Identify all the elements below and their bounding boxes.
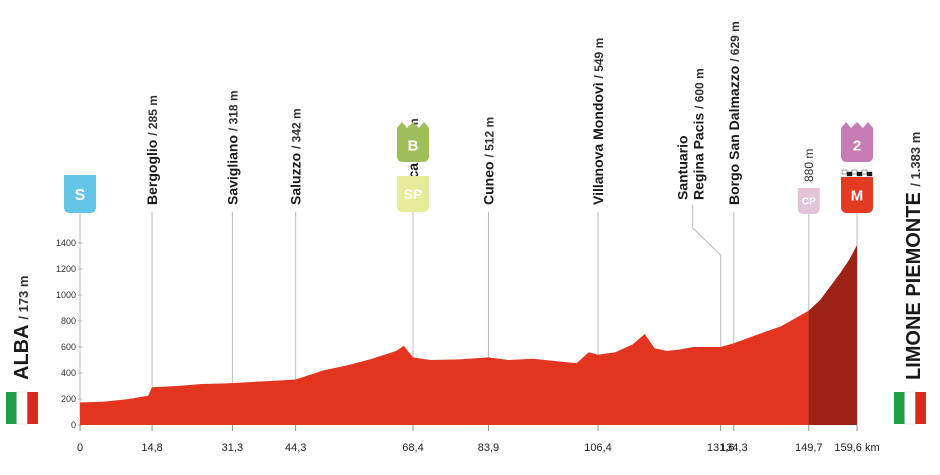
x-tick-label: 0	[77, 442, 83, 454]
start-finish: ALBA / 173 m LIMONE PIEMONTE / 1.383 m	[6, 132, 926, 425]
finish-flag-square	[851, 169, 858, 175]
elevation-profile	[80, 245, 857, 425]
checkpoint-altitude: / 318 m	[226, 90, 240, 131]
badge-label: 2	[853, 137, 861, 154]
italian-flag-green	[6, 392, 17, 424]
checkpoint-guide-line	[692, 205, 722, 425]
badge-label: M	[851, 187, 864, 204]
finish-flag-square	[861, 169, 868, 175]
italian-flag-green	[894, 392, 905, 424]
final-climb-segment	[808, 245, 857, 425]
badge-label: B	[408, 137, 419, 154]
start-altitude: / 173 m	[16, 276, 31, 320]
badge-shape	[841, 128, 873, 162]
badge-shape	[397, 176, 429, 212]
checkpoint-label: Regina Pacis / 600 m	[691, 68, 707, 200]
italian-flag-red	[915, 392, 926, 424]
italian-flag-white	[16, 391, 28, 425]
badge-shape	[797, 188, 820, 214]
checkpoint-altitude: / 512 m	[482, 117, 496, 158]
x-tick-label: 31,3	[222, 442, 243, 454]
x-tick-label: 83,9	[478, 442, 499, 454]
y-axis: 0 200 400 600 800 1000 1200 1400	[56, 238, 82, 430]
y-tick-label: 400	[61, 368, 76, 378]
finish-flag-square	[846, 171, 853, 177]
finish-altitude: / 1.383 m	[908, 132, 923, 187]
checkpoint-label: Saluzzo / 342 m	[288, 108, 304, 205]
badge-shape	[841, 177, 873, 213]
x-tick-label: 131,6	[707, 442, 735, 454]
x-tick-label: 44,3	[285, 442, 306, 454]
italian-flag-white	[904, 391, 916, 425]
badge-shape	[397, 128, 429, 162]
badge-crown	[841, 122, 873, 128]
checkpoint-altitude: / 549 m	[592, 38, 606, 79]
y-tick-label: 0	[71, 420, 76, 430]
checkpoint-altitude: / 629 m	[728, 21, 742, 62]
checkpoint-label: Santuario	[675, 135, 691, 200]
y-tick-label: 200	[61, 394, 76, 404]
x-tick-label: 106,4	[584, 442, 612, 454]
badge-label: SP	[404, 186, 423, 202]
y-tick-label: 1400	[56, 238, 76, 248]
y-tick-label: 1000	[56, 290, 76, 300]
elevation-area	[80, 245, 857, 425]
x-tick-label: 14,8	[141, 442, 162, 454]
x-tick-label: 68,4	[402, 442, 423, 454]
x-tick-label: 149,7	[795, 442, 823, 454]
italian-flag-red	[27, 392, 38, 424]
checkpoint-altitude: / 342 m	[290, 108, 304, 149]
y-tick-label: 800	[61, 316, 76, 326]
checkpoint-altitude: / 600 m	[693, 68, 707, 109]
finish-flag-square	[841, 169, 848, 175]
checkpoint-altitude: / 285 m	[146, 95, 160, 136]
finish-flag-square	[856, 171, 863, 177]
badge-shape	[64, 175, 96, 213]
badge-label: S	[75, 187, 86, 204]
x-tick-label: 159,6 km	[834, 442, 879, 454]
y-tick-label: 600	[61, 342, 76, 352]
checkpoint-labels: Bergoglio / 285 m Savigliano / 318 m Saluz…	[144, 21, 816, 205]
y-tick-label: 1200	[56, 264, 76, 274]
badge-crown	[397, 122, 429, 128]
finish-name: LIMONE PIEMONTE / 1.383 m	[903, 132, 925, 380]
finish-flag-square	[866, 171, 873, 177]
x-tick-label: 134,3	[720, 442, 748, 454]
checkpoint-label: Savigliano / 318 m	[224, 90, 240, 205]
checkpoint-label: Villanova Mondovì / 549 m	[590, 38, 606, 205]
checkpoint-altitude: 880 m	[802, 149, 816, 182]
checkpoint-label: Bergoglio / 285 m	[144, 95, 160, 205]
badge-label: CP	[802, 197, 816, 208]
checkpoint-label: Cuneo / 512 m	[480, 117, 496, 205]
start-name: ALBA / 173 m	[11, 276, 33, 380]
checkpoint-label: Borgo San Dalmazzo / 629 m	[726, 21, 742, 205]
badges: S B SP CP 2 M	[64, 122, 873, 214]
